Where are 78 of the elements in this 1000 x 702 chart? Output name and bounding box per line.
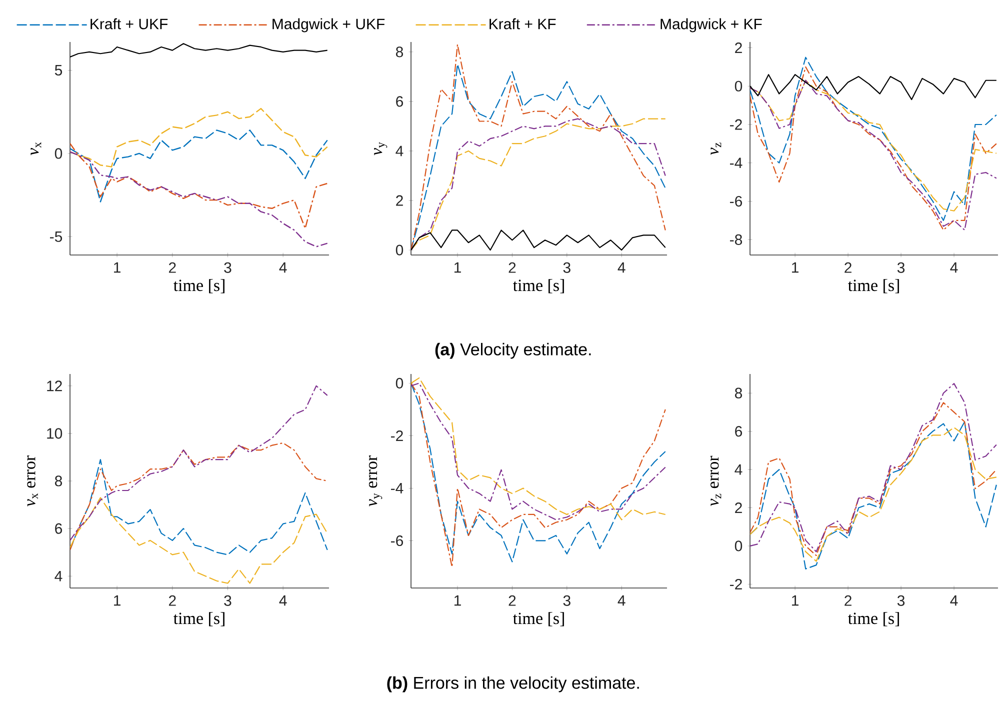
x-axis-title: time [s] <box>173 279 224 294</box>
legend-label: Kraft + KF <box>490 18 556 30</box>
y-tick-label: 0 <box>396 378 404 388</box>
y-tick-label: 12 <box>47 380 62 392</box>
y-tick-label: 8 <box>54 476 62 486</box>
x-tick-label: 1 <box>114 262 120 273</box>
x-tick-label: 2 <box>844 595 852 606</box>
x-tick-label: 2 <box>508 595 516 606</box>
legend-label: Madgwick + KF <box>660 18 762 32</box>
x-axis-title: time [s] <box>512 279 564 294</box>
y-axis-title: v$_{y}$ <box>374 142 388 156</box>
line-series <box>70 142 328 229</box>
y-tick-label: 6 <box>396 96 404 107</box>
y-axis-title: v$_{x}$ <box>30 142 42 156</box>
line-series <box>70 459 328 556</box>
x-tick-label: 4 <box>279 262 287 273</box>
line-series <box>70 43 328 58</box>
y-tick-label: 0 <box>54 148 62 159</box>
x-tick-label: 1 <box>792 262 798 273</box>
line-series <box>70 442 328 551</box>
legend-label: Madgwick + UKF <box>272 18 385 32</box>
y-tick-label: 0 <box>734 80 742 92</box>
y-tick-label: -4 <box>730 158 742 168</box>
y-tick-label: 10 <box>47 428 62 439</box>
line-series <box>70 130 328 202</box>
y-tick-label: -8 <box>730 234 742 245</box>
x-tick-label: 3 <box>897 262 905 273</box>
line-series <box>750 74 997 100</box>
x-tick-label: 1 <box>792 595 798 606</box>
y-axis-title: v$_{z}$ <box>710 142 722 155</box>
y-axis-title: v$_{z}$ error <box>710 456 722 506</box>
y-tick-label: -2 <box>730 119 742 130</box>
x-tick-label: 2 <box>168 595 176 606</box>
y-axis-title: v$_{x}$ error <box>27 456 38 506</box>
x-tick-label: 4 <box>950 595 958 606</box>
y-tick-label: 2 <box>735 42 742 53</box>
x-tick-label: 4 <box>279 595 287 606</box>
line-series <box>411 230 666 251</box>
y-tick-label: 4 <box>396 146 404 156</box>
y-tick-label: 6 <box>55 523 62 534</box>
x-tick-label: 4 <box>618 595 626 606</box>
y-tick-label: 6 <box>735 426 742 437</box>
y-tick-label: -6 <box>390 535 404 546</box>
x-tick-label: 2 <box>844 262 852 273</box>
x-tick-label: 3 <box>224 595 232 606</box>
x-tick-label: 1 <box>454 595 461 606</box>
y-axis-title: v$_{y}$ error <box>368 456 382 506</box>
text: (b) Errors in the velocity estimate. <box>387 676 639 692</box>
x-tick-label: 4 <box>618 262 626 273</box>
text: (a) Velocity estimate. <box>435 342 591 359</box>
y-tick-label: -4 <box>390 483 404 494</box>
x-tick-label: 3 <box>563 262 570 273</box>
x-tick-label: 3 <box>897 595 905 606</box>
x-tick-label: 3 <box>224 262 232 273</box>
y-tick-label: 4 <box>54 570 62 582</box>
y-tick-label: 8 <box>734 388 742 398</box>
y-tick-label: 0 <box>734 540 742 552</box>
x-axis-title: time [s] <box>173 612 224 626</box>
y-tick-label: -5 <box>50 231 62 242</box>
y-tick-label: -6 <box>730 196 742 207</box>
y-tick-label: 2 <box>396 195 403 206</box>
x-axis-title: time [s] <box>512 612 564 626</box>
y-tick-label: 4 <box>734 464 742 475</box>
y-tick-label: -2 <box>730 578 742 590</box>
x-tick-label: 3 <box>563 595 570 606</box>
x-tick-label: 1 <box>454 262 461 273</box>
y-tick-label: -2 <box>390 430 403 441</box>
y-tick-label: 2 <box>735 502 742 513</box>
x-axis-title: time [s] <box>848 279 899 294</box>
legend-label: Kraft + UKF <box>90 18 168 30</box>
x-tick-label: 4 <box>950 262 958 273</box>
x-tick-label: 2 <box>168 262 176 273</box>
y-tick-label: 0 <box>396 244 404 256</box>
x-tick-label: 1 <box>114 595 120 606</box>
y-tick-label: 5 <box>54 65 62 76</box>
x-axis-title: time [s] <box>848 612 899 626</box>
x-tick-label: 2 <box>508 262 516 273</box>
y-tick-label: 8 <box>396 46 404 58</box>
